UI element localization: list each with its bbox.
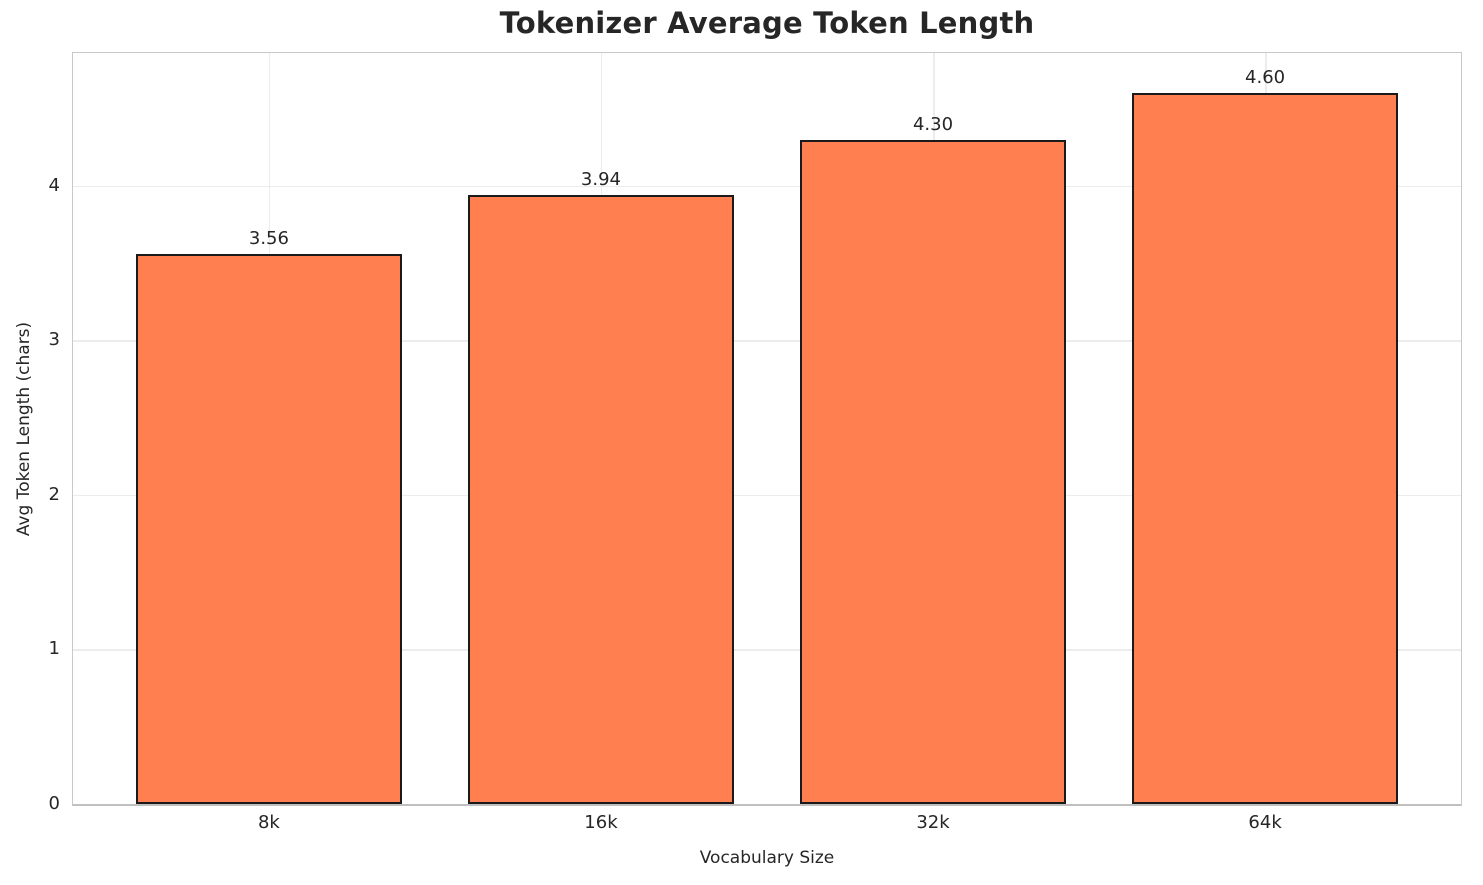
- x-tick-label: 8k: [257, 812, 280, 833]
- y-gridline: [73, 649, 1461, 651]
- bar-value-label: 3.94: [580, 169, 622, 191]
- chart-title: Tokenizer Average Token Length: [499, 6, 1035, 40]
- x-axis-label: Vocabulary Size: [699, 848, 835, 868]
- x-tick-label: 32k: [916, 812, 950, 833]
- bar-value-label: 4.30: [912, 113, 954, 135]
- y-tick-label: 4: [48, 174, 60, 196]
- y-tick-label: 2: [48, 483, 60, 505]
- bar-value-label: 4.60: [1245, 67, 1286, 89]
- bar-16k: [468, 195, 734, 804]
- y-tick-label: 1: [48, 638, 60, 660]
- y-gridline: [73, 340, 1461, 342]
- bar-value-label: 3.56: [248, 227, 289, 249]
- y-tick-label: 3: [48, 329, 60, 351]
- x-tick-label: 16k: [584, 812, 618, 833]
- bar-32k: [800, 139, 1066, 804]
- y-axis-label: Avg Token Length (chars): [14, 321, 34, 537]
- y-gridline: [73, 494, 1461, 497]
- bar-8k: [136, 253, 402, 804]
- y-gridline: [73, 185, 1461, 188]
- plot-area: 0 1 2 3 4 3.56 8k 3.94 16k 4.30 32k 4.60 64k: [49, 52, 1462, 832]
- x-tick-label: 64k: [1248, 812, 1282, 833]
- y-tick-label: 0: [48, 793, 60, 814]
- bar-64k: [1132, 93, 1398, 804]
